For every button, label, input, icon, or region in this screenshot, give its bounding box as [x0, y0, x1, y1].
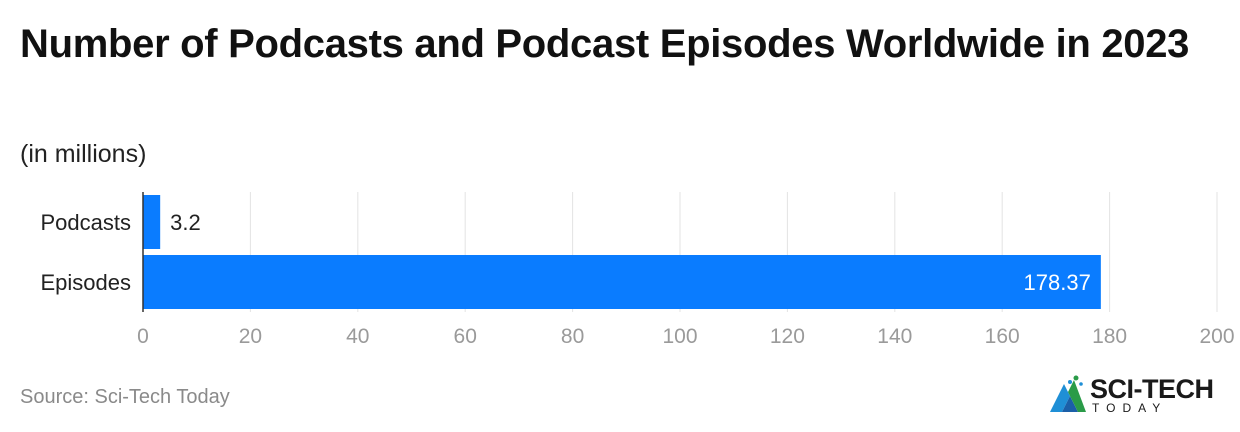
bar-podcasts [143, 195, 161, 249]
logo-text: SCI-TECH [1090, 374, 1214, 404]
x-tick-label: 120 [770, 325, 805, 348]
x-tick-label: 60 [454, 325, 477, 348]
sci-tech-today-logo: SCI-TECH TODAY [1048, 372, 1228, 418]
data-label: 3.2 [170, 210, 201, 235]
x-tick-label: 180 [1092, 325, 1127, 348]
x-tick-label: 140 [877, 325, 912, 348]
category-label: Podcasts [41, 210, 132, 235]
data-label: 178.37 [1024, 270, 1091, 295]
category-label: Episodes [40, 270, 131, 295]
x-tick-label: 80 [561, 325, 584, 348]
chart-subtitle: (in millions) [20, 140, 147, 168]
logo-mark-icon [1050, 375, 1086, 412]
chart-title: Number of Podcasts and Podcast Episodes … [20, 22, 1190, 66]
x-tick-label: 160 [985, 325, 1020, 348]
x-tick-label: 40 [346, 325, 369, 348]
x-tick-label: 20 [239, 325, 262, 348]
x-tick-label: 100 [662, 325, 697, 348]
logo-subtext: TODAY [1092, 401, 1168, 415]
x-tick-label: 0 [137, 325, 149, 348]
bar-episodes [143, 255, 1101, 309]
x-tick-label: 200 [1199, 325, 1234, 348]
source-note: Source: Sci-Tech Today [20, 386, 230, 408]
